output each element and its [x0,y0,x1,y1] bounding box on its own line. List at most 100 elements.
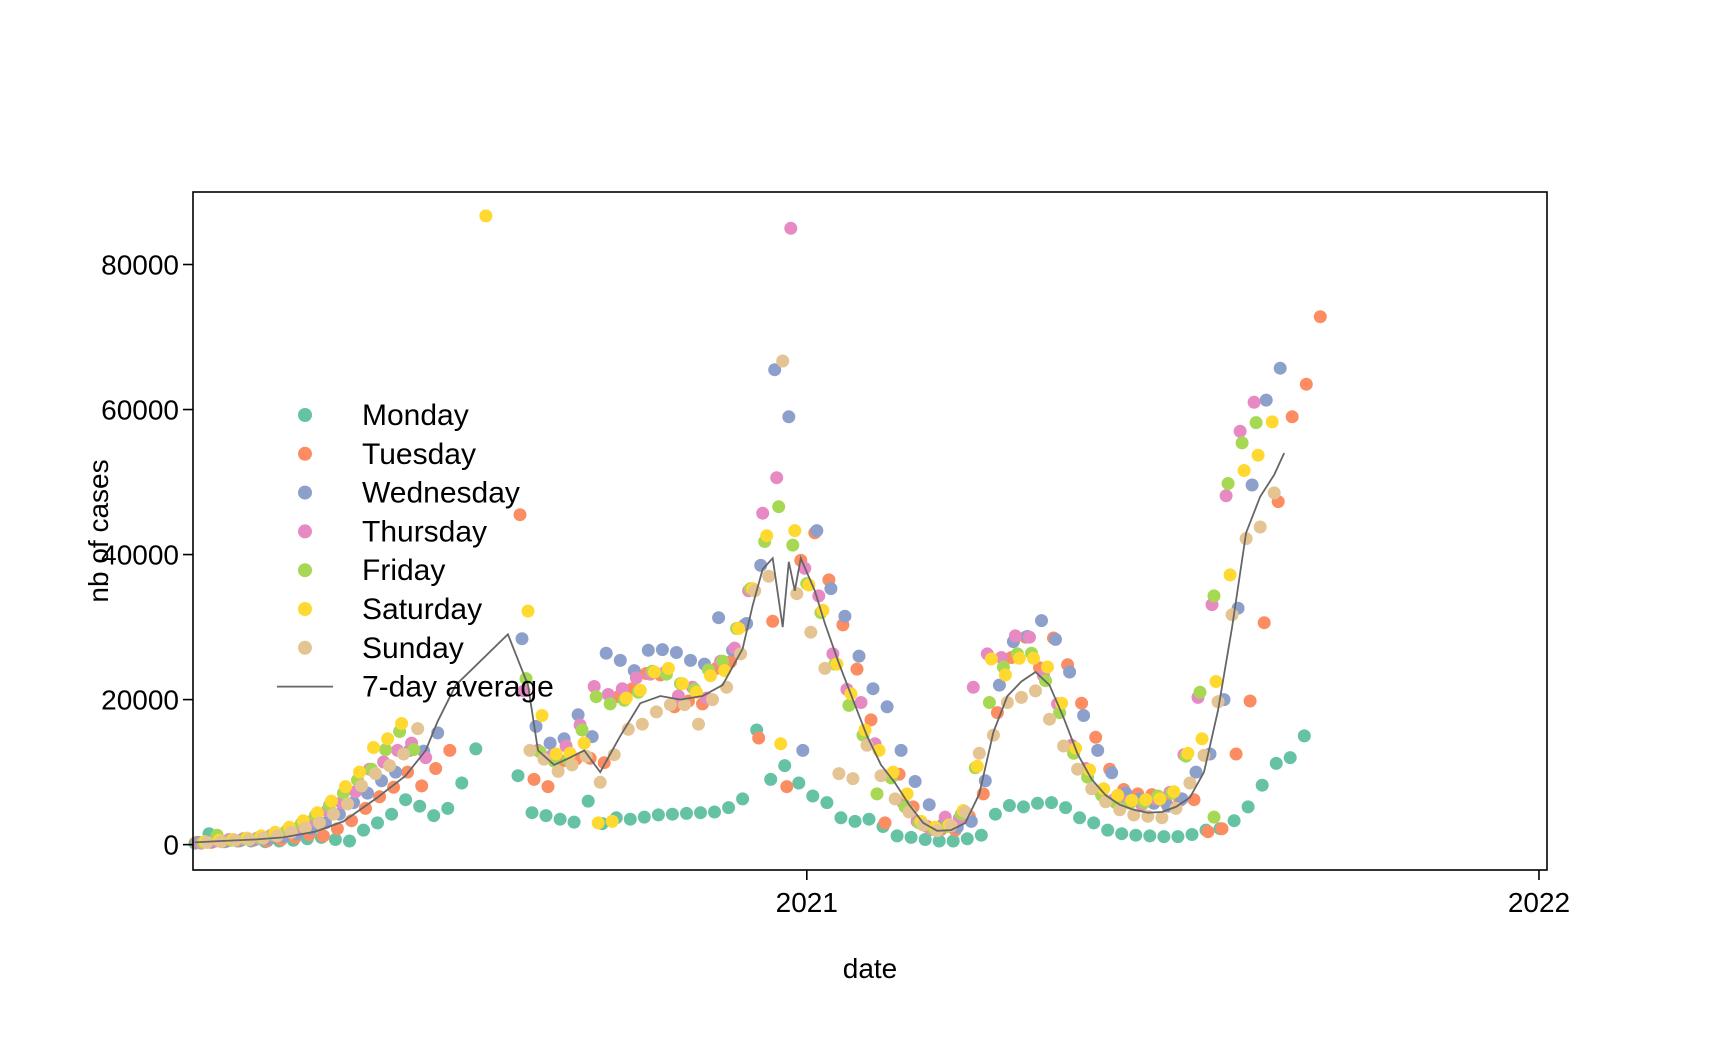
point-monday-41 [792,776,806,790]
legend-label-tuesday: Tuesday [362,438,476,471]
point-friday-21 [589,690,603,704]
point-thursday-68 [1233,424,1247,438]
point-saturday-59 [1125,793,1139,807]
point-sunday-53 [1043,712,1056,726]
point-tuesday-20 [527,772,541,786]
point-saturday-69 [1265,415,1279,429]
point-sunday-28 [692,717,705,731]
point-monday-57 [1017,800,1030,814]
point-monday-35 [708,805,721,819]
point-saturday-15 [479,209,493,223]
point-monday-16 [413,799,427,813]
x-axis-title: date [843,953,898,984]
point-wednesday-57 [1063,665,1077,679]
point-sunday-15 [411,722,425,736]
point-sunday-34 [776,354,790,368]
point-sunday-27 [678,698,691,712]
point-monday-36 [722,801,736,815]
point-thursday-17 [517,684,531,698]
point-tuesday-43 [850,662,864,676]
point-wednesday-29 [669,646,683,659]
legend: Monday Tuesday Wednesday Thursday Friday Satu… [277,399,554,704]
point-sunday-48 [972,746,986,760]
point-tuesday-14 [387,780,401,794]
point-tuesday-74 [1285,410,1299,424]
point-wednesday-71 [1259,393,1273,407]
point-sunday-17 [537,752,551,766]
legend-label-monday: Monday [362,399,469,432]
point-sunday-52 [1029,684,1042,698]
point-thursday-36 [784,221,798,235]
point-monday-14 [385,807,399,821]
legend-key-monday [298,408,312,422]
point-wednesday-25 [613,653,627,667]
point-monday-54 [974,828,988,842]
point-saturday-48 [970,759,984,773]
point-sunday-35 [790,587,804,601]
point-monday-29 [623,812,637,826]
point-monday-59 [1045,796,1058,810]
y-tick-label-2: 40000 [101,540,179,571]
point-saturday-51 [1012,651,1026,665]
point-wednesday-37 [782,410,796,424]
point-monday-20 [469,742,483,756]
point-wednesday-20 [543,736,557,750]
point-thursday-67 [1219,489,1233,503]
point-wednesday-41 [838,609,852,623]
point-saturday-58 [1111,788,1125,802]
point-friday-22 [603,697,617,711]
point-friday-65 [1207,589,1221,603]
point-saturday-50 [998,668,1012,682]
point-tuesday-37 [766,614,780,628]
y-tick-label-1: 20000 [101,685,179,716]
plot-border [192,191,1548,871]
point-sunday-26 [663,698,677,712]
point-wednesday-38 [796,743,810,757]
point-sunday-9 [326,807,340,821]
point-wednesday-56 [1049,632,1062,646]
point-monday-66 [1143,829,1157,843]
legend-key-thursday [298,524,312,539]
point-sunday-37 [818,661,832,675]
legend-key-saturday [298,602,312,616]
point-sunday-23 [621,722,635,736]
point-tuesday-76 [1313,310,1327,324]
point-sunday-20 [579,749,593,763]
point-friday-67 [1235,436,1249,450]
legend-label-thursday: Thursday [362,515,487,548]
point-wednesday-72 [1273,361,1287,375]
point-sunday-61 [1155,811,1169,825]
point-monday-63 [1101,823,1115,837]
point-wednesday-52 [992,678,1006,692]
point-wednesday-42 [852,649,866,663]
point-saturday-67 [1237,464,1251,477]
point-saturday-18 [549,747,563,761]
point-sunday-44 [916,818,930,832]
point-sunday-30 [720,680,734,694]
point-thursday-69 [1247,395,1261,409]
point-tuesday-72 [1257,616,1271,630]
point-sunday-56 [1085,782,1099,796]
point-sunday-11 [355,779,368,793]
point-tuesday-44 [864,713,878,727]
point-saturday-42 [886,765,900,779]
point-monday-24 [553,812,567,826]
point-sunday-59 [1127,808,1141,822]
point-wednesday-18 [515,632,529,646]
point-monday-64 [1115,827,1129,841]
point-sunday-21 [593,775,607,789]
point-sunday-54 [1057,739,1071,753]
point-thursday-41 [854,696,868,709]
point-tuesday-21 [541,780,555,794]
point-monday-56 [1002,799,1016,812]
legend-label-friday: Friday [362,554,445,587]
point-monday-15 [399,793,413,807]
point-friday-49 [982,696,996,709]
point-tuesday-19 [513,508,527,522]
point-monday-32 [665,807,679,821]
x-tick-label-1: 2022 [1508,887,1570,918]
point-saturday-62 [1167,785,1181,799]
point-monday-65 [1129,828,1143,842]
point-sunday-38 [832,767,846,781]
point-monday-75 [1269,756,1283,770]
